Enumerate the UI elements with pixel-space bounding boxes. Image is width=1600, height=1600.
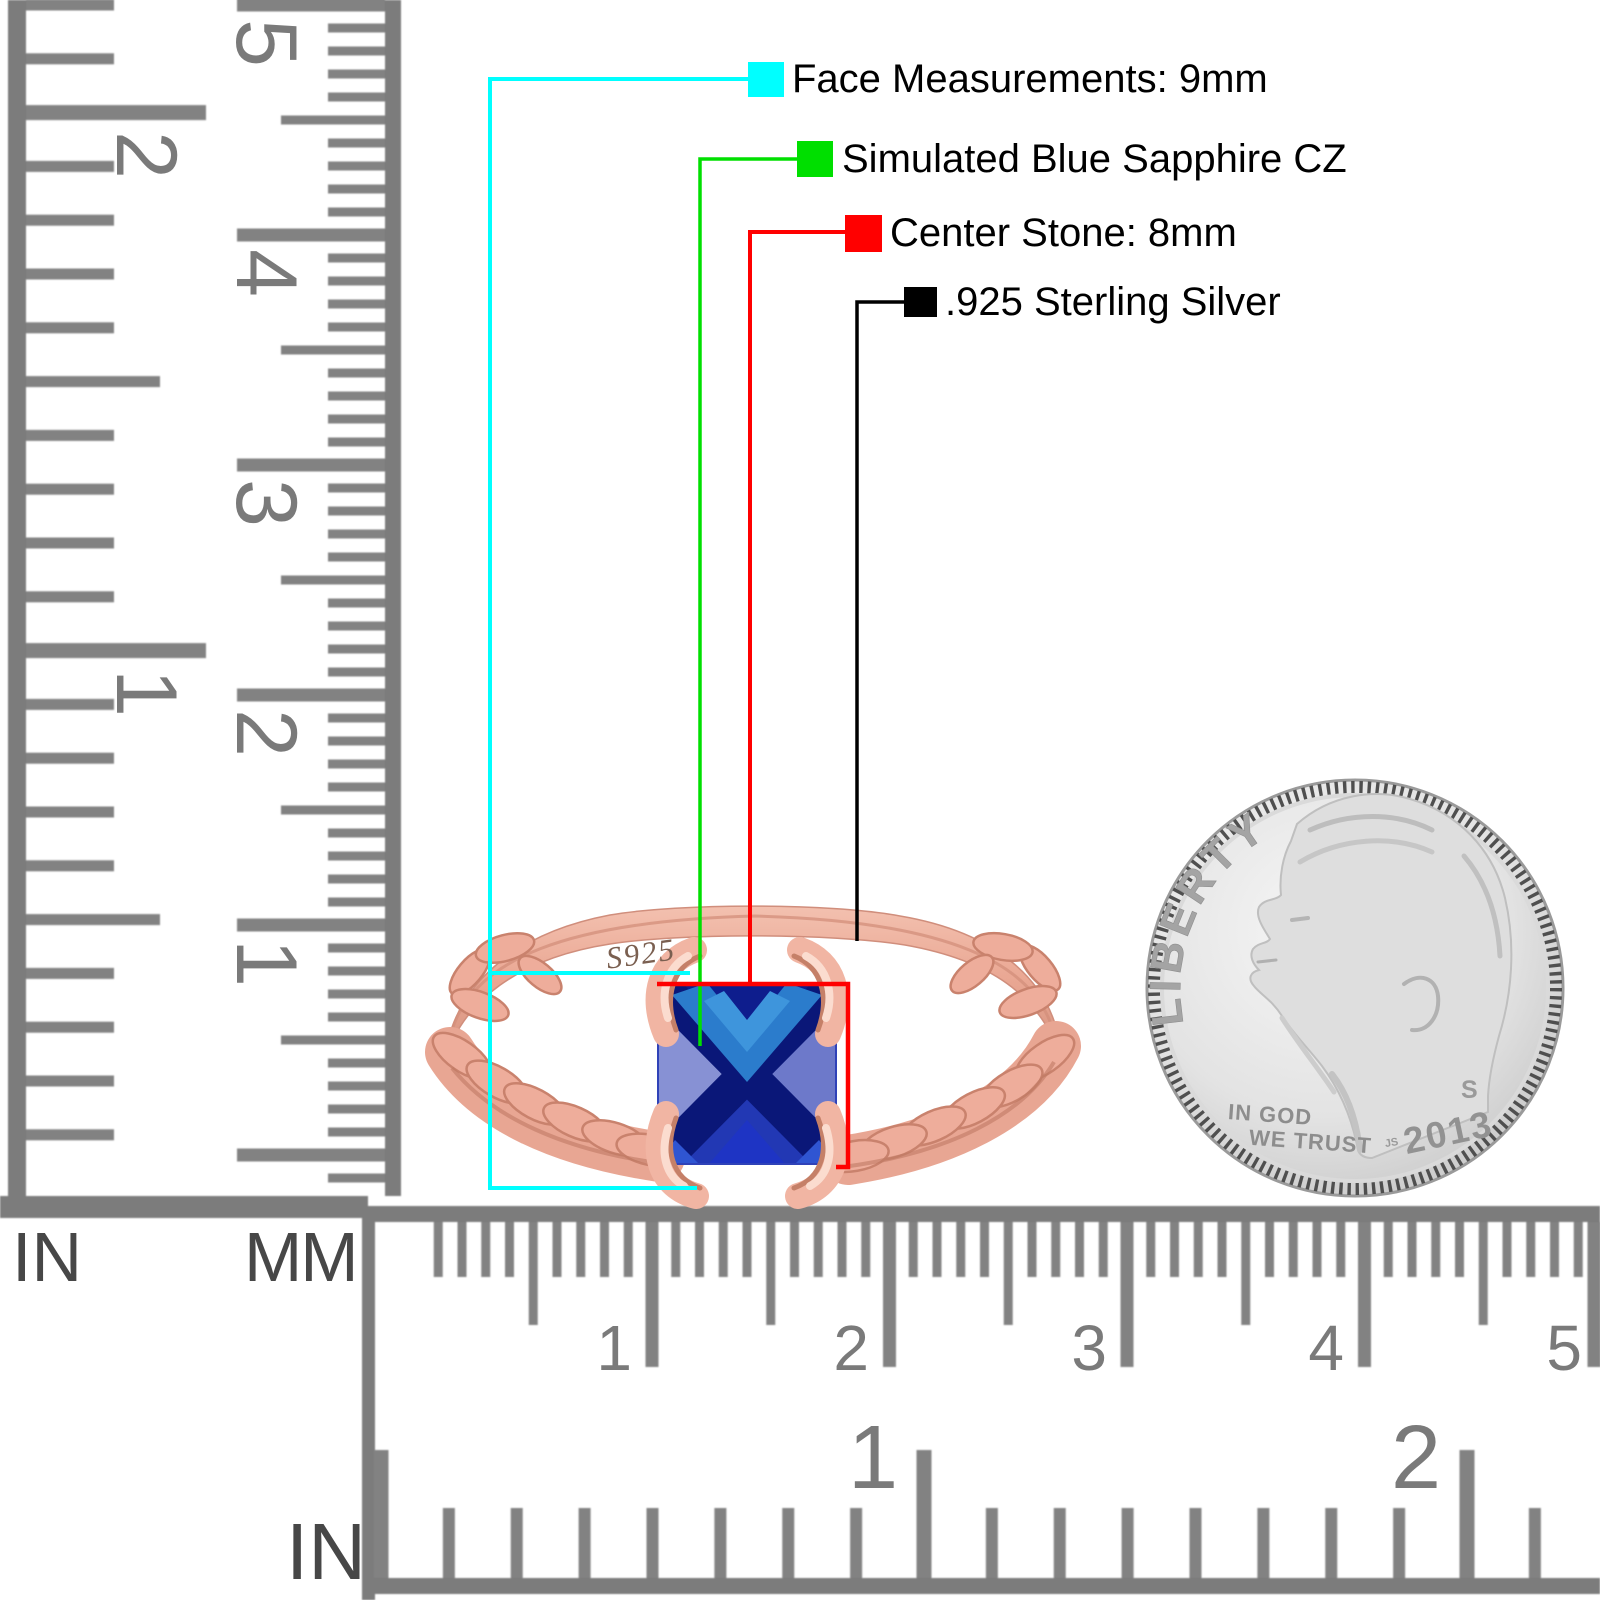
ring-rope-knot-right xyxy=(949,931,1062,1020)
ruler-number: 2 xyxy=(1390,1408,1441,1508)
ruler-number: 2 xyxy=(218,709,315,757)
callout-line-stone-type xyxy=(698,157,800,1046)
coin-profile-shading xyxy=(1256,814,1503,1153)
bottom-ruler-left-edge xyxy=(362,1206,375,1600)
callout-label-face: Face Measurements: 9mm xyxy=(792,57,1268,101)
callout-label-stone-type: Simulated Blue Sapphire CZ xyxy=(842,137,1347,181)
dime-coin: LIBERTY xyxy=(1141,778,1565,1198)
callout-label-metal: .925 Sterling Silver xyxy=(945,280,1281,324)
bottom-ruler-top-bar xyxy=(362,1206,1600,1222)
ruler-number: 1 xyxy=(218,939,315,987)
ruler-number: 1 xyxy=(98,669,195,717)
coin-designer-initials: JS xyxy=(1383,1135,1400,1151)
callout-line-face xyxy=(488,77,756,1190)
callout-line-center-stone xyxy=(748,230,848,986)
bottom-inch-ruler-ticks xyxy=(373,1450,1541,1578)
ruler-number: 4 xyxy=(218,249,315,297)
bottom-mm-ruler-ticks xyxy=(433,1222,1600,1367)
callout-lines xyxy=(488,77,906,1190)
ring-rope-right-shadow xyxy=(849,1060,1056,1168)
coin-mint-mark: S xyxy=(1461,1076,1478,1104)
swatch-metal xyxy=(904,287,937,317)
swatch-center-stone xyxy=(845,215,882,252)
prong-bottom-left xyxy=(645,1101,709,1209)
left-ruler-unit-label: IN xyxy=(12,1218,82,1296)
bottom-ruler-unit-label: IN xyxy=(286,1507,366,1596)
center-stone xyxy=(657,983,837,1165)
ruler-number: 2 xyxy=(833,1312,869,1384)
inner-ruler-bar xyxy=(385,0,401,1196)
ruler-number: 1 xyxy=(847,1408,898,1508)
swatch-face xyxy=(748,62,784,97)
ruler-number: 4 xyxy=(1308,1312,1344,1384)
callout-line-metal xyxy=(855,300,906,941)
ring xyxy=(425,905,1081,1209)
ring-rope-right-twists xyxy=(820,1033,1076,1174)
callout-box-center-stone xyxy=(657,981,851,1170)
inner-ruler-unit-label: MM xyxy=(244,1218,359,1296)
vertical-rulers-bottom-edge xyxy=(0,1196,368,1218)
ruler-number: 5 xyxy=(218,19,315,67)
inner-mm-ruler-ticks xyxy=(237,0,385,1183)
ruler-number: 1 xyxy=(596,1312,632,1384)
callout-swatches xyxy=(748,62,937,317)
ring-rope-left-shadow xyxy=(450,1066,659,1165)
left-ruler-bar xyxy=(8,0,26,1196)
swatch-stone-type xyxy=(797,141,833,177)
prong-bottom-right xyxy=(785,1101,849,1209)
ruler-number: 3 xyxy=(1071,1312,1107,1384)
coin-roosevelt-profile xyxy=(1249,793,1513,1160)
coin-reeded-edge xyxy=(1148,781,1562,1195)
ruler-number: 5 xyxy=(1546,1312,1582,1384)
ruler-number: 2 xyxy=(98,131,195,179)
bottom-ruler-baseline xyxy=(374,1578,1600,1594)
ruler-number: 3 xyxy=(218,479,315,527)
callout-label-center-stone: Center Stone: 8mm xyxy=(890,211,1237,255)
left-inch-ruler-ticks xyxy=(26,0,206,1141)
